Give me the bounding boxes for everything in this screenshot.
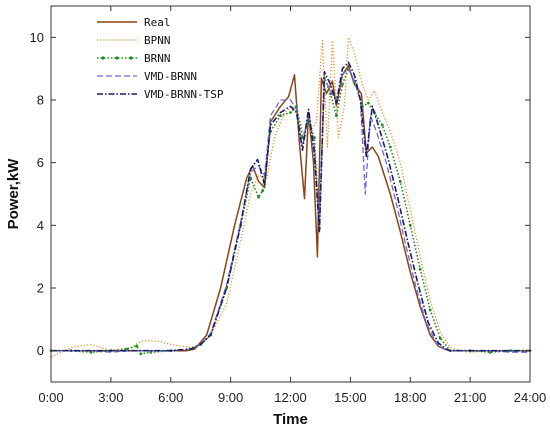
series-marker bbox=[301, 136, 304, 140]
series-marker bbox=[279, 114, 282, 118]
series-marker bbox=[366, 101, 370, 105]
y-tick-label: 6 bbox=[37, 155, 44, 170]
series-line-bpnn bbox=[50, 36, 530, 358]
series-marker bbox=[335, 114, 338, 118]
legend-marker bbox=[101, 56, 105, 60]
series-marker bbox=[135, 344, 139, 348]
x-tick-label: 18:00 bbox=[394, 390, 427, 405]
series-line-vmd-brnn bbox=[51, 68, 530, 353]
y-tick-label: 8 bbox=[37, 93, 44, 108]
series-line-real bbox=[51, 64, 530, 352]
legend-label: Real bbox=[144, 16, 171, 29]
x-tick-label: 15:00 bbox=[334, 390, 367, 405]
series-marker bbox=[340, 82, 344, 86]
series-lines bbox=[49, 36, 532, 358]
series-marker bbox=[257, 195, 260, 199]
series-marker bbox=[438, 336, 442, 340]
series-marker bbox=[125, 347, 129, 351]
x-tick-label: 0:00 bbox=[38, 390, 63, 405]
series-marker bbox=[418, 267, 422, 271]
series-marker bbox=[307, 120, 310, 124]
series-marker bbox=[89, 350, 93, 354]
series-marker bbox=[149, 350, 153, 354]
legend-marker bbox=[115, 56, 119, 60]
series-marker bbox=[139, 352, 143, 356]
series-line-vmd-brnn-tsp bbox=[51, 61, 530, 352]
legend-label: BRNN bbox=[144, 52, 171, 65]
legend-marker bbox=[129, 56, 133, 60]
y-axis-title: Power,kW bbox=[5, 158, 22, 230]
y-tick-label: 4 bbox=[37, 218, 44, 233]
x-tick-label: 9:00 bbox=[218, 390, 243, 405]
legend-label: BPNN bbox=[144, 34, 171, 47]
x-tick-label: 21:00 bbox=[454, 390, 487, 405]
series-marker bbox=[388, 145, 392, 149]
x-axis-title: Time bbox=[273, 411, 308, 428]
series-marker bbox=[329, 92, 332, 96]
legend-label: VMD-BRNN bbox=[144, 70, 197, 83]
axis-ticks: 0:00 3:00 6:00 9:00 12:00 15:00 18:00 21:00 24:0… bbox=[30, 6, 547, 405]
series-marker bbox=[313, 136, 316, 140]
y-tick-label: 0 bbox=[37, 343, 44, 358]
series-marker bbox=[428, 308, 432, 312]
x-tick-label: 12:00 bbox=[274, 390, 307, 405]
series-marker bbox=[225, 286, 229, 290]
series-marker bbox=[408, 223, 412, 227]
x-tick-label: 6:00 bbox=[158, 390, 183, 405]
x-tick-label: 3:00 bbox=[98, 390, 123, 405]
series-marker bbox=[261, 189, 264, 193]
y-tick-label: 2 bbox=[37, 281, 44, 296]
legend-label: VMD-BRNN-TSP bbox=[144, 88, 224, 101]
series-marker bbox=[488, 350, 492, 354]
series-marker bbox=[380, 123, 384, 127]
series-marker bbox=[295, 104, 298, 108]
legend: Real BPNN BRNN VMD-BRNN VMD-BRNN-TSP bbox=[97, 16, 224, 101]
series-marker bbox=[289, 111, 292, 114]
x-tick-label: 24:00 bbox=[514, 390, 547, 405]
y-tick-label: 10 bbox=[30, 30, 44, 45]
series-marker bbox=[398, 180, 402, 183]
